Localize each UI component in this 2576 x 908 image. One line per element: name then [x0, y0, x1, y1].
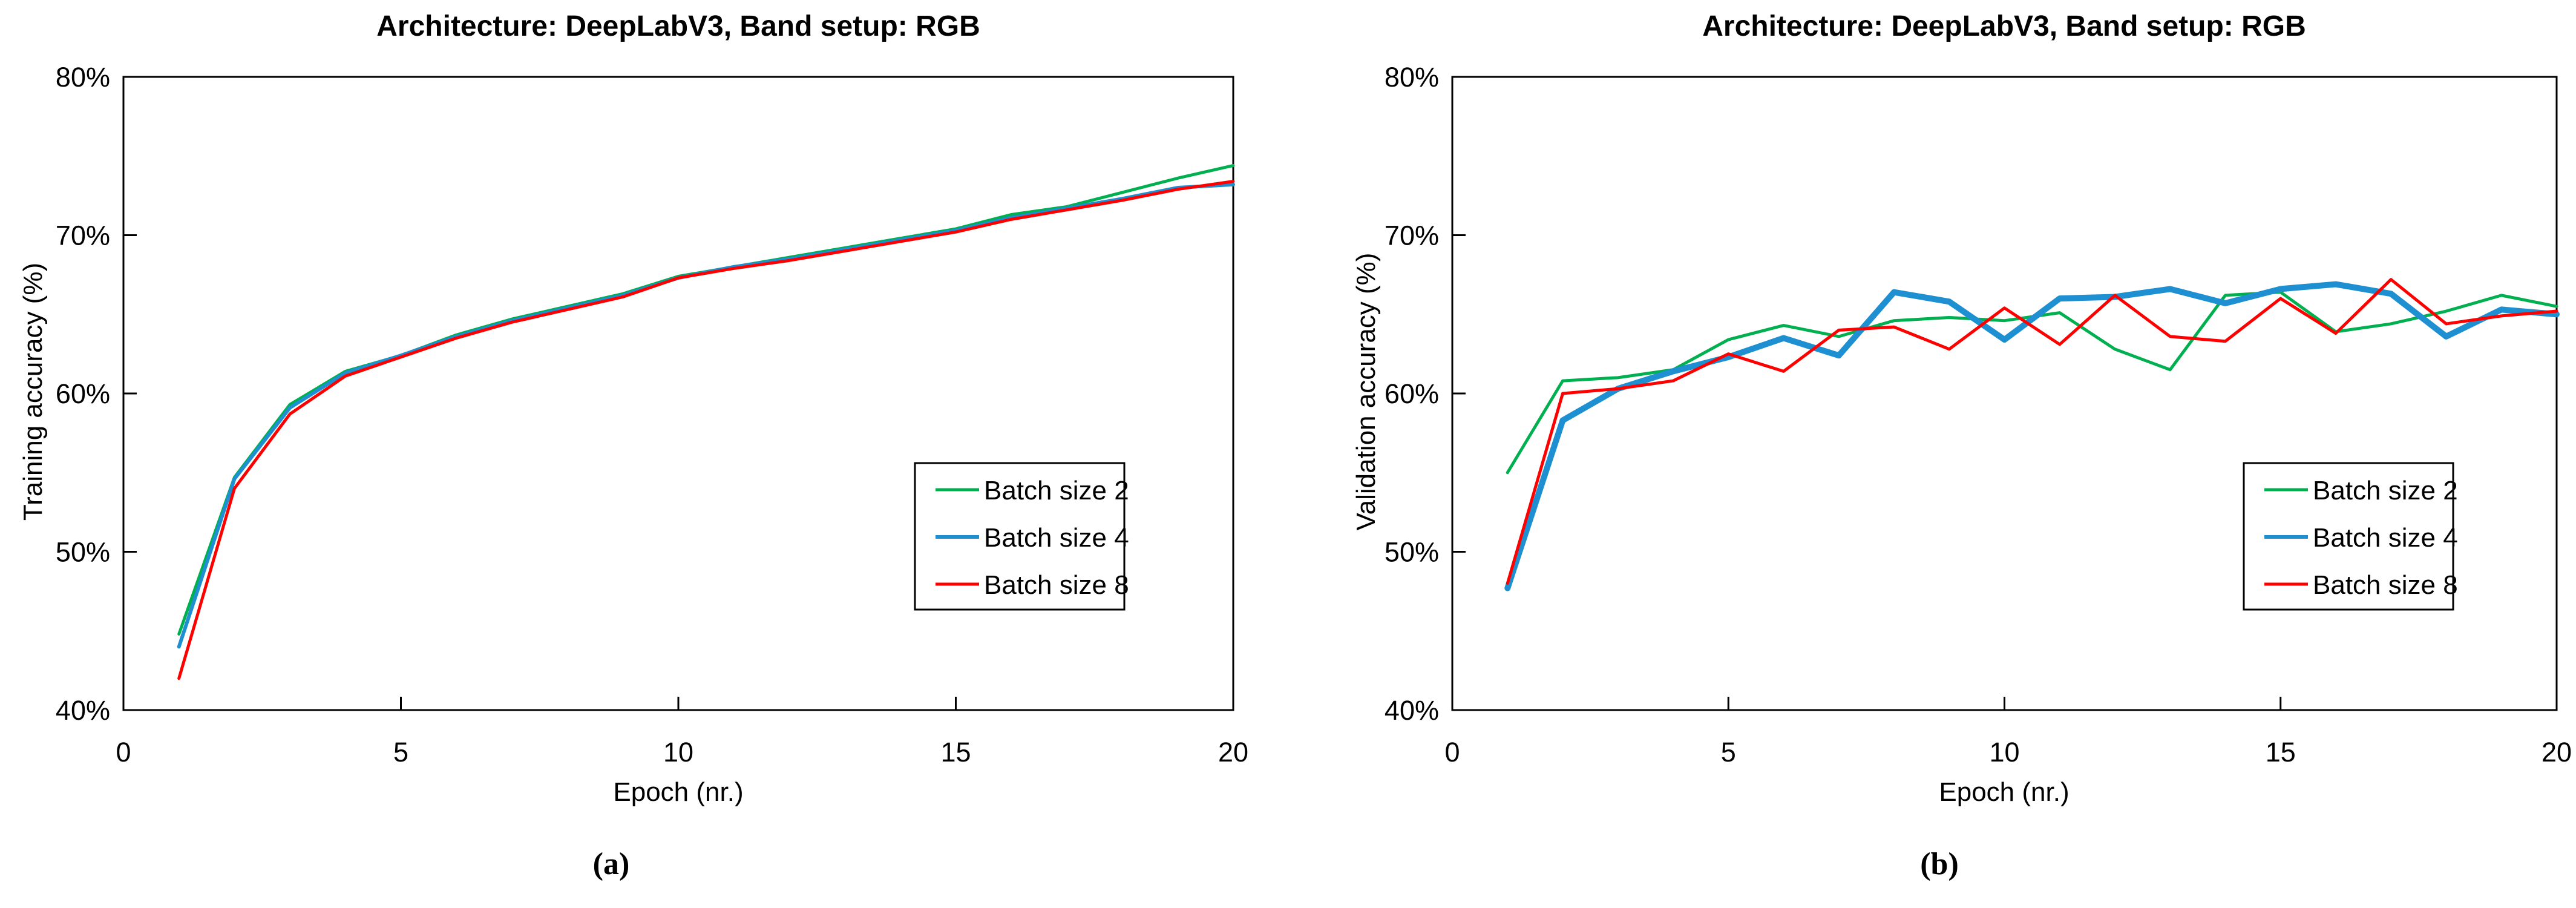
x-tick-label: 5	[1721, 737, 1736, 768]
x-tick-label: 0	[116, 737, 131, 768]
x-axis-title-a: Epoch (nr.)	[613, 777, 744, 807]
y-tick-label: 50%	[56, 537, 110, 568]
x-tick-label: 20	[2542, 737, 2572, 768]
chart-title-a: Architecture: DeepLabV3, Band setup: RGB	[376, 10, 980, 42]
validation-accuracy-chart: 40% 50% 60% 70% 80% 0 5 10 15 20 Batch size 2 Batch…	[1385, 62, 2572, 768]
series-line-batch-size-4	[1504, 281, 2560, 591]
y-tick-label: 40%	[56, 695, 110, 726]
x-tick-label: 10	[1989, 737, 2019, 768]
series-line-batch-size-8	[177, 180, 1235, 680]
chart-panel-a: Architecture: DeepLabV3, Band setup: RGB…	[18, 10, 1248, 881]
y-tick-label: 70%	[56, 220, 110, 251]
x-tick-label: 15	[2266, 737, 2296, 768]
y-tick-label: 40%	[1385, 695, 1439, 726]
chart-title-b: Architecture: DeepLabV3, Band setup: RGB	[1702, 10, 2306, 42]
legend-label-2: Batch size 4	[984, 523, 1129, 553]
y-tick-label: 70%	[1385, 220, 1439, 251]
x-axis-title-b: Epoch (nr.)	[1939, 777, 2070, 807]
x-tick-label: 0	[1444, 737, 1460, 768]
legend-label-2: Batch size 4	[2313, 523, 2458, 553]
series-line-batch-size-8	[1506, 278, 2558, 585]
legend-label-1: Batch size 2	[984, 476, 1129, 505]
plot-border	[1451, 76, 2558, 711]
y-tick-label: 60%	[1385, 378, 1439, 409]
y-tick-label: 80%	[56, 62, 110, 93]
y-tick-label: 60%	[56, 378, 110, 409]
legend-label-1: Batch size 2	[2313, 476, 2458, 505]
plot-border	[122, 76, 1234, 711]
x-tick-label: 15	[940, 737, 971, 768]
training-accuracy-chart: 40% 50% 60% 70% 80% 0 5 10 15 20 Batch size 2 Batch…	[56, 62, 1248, 768]
x-tick-label: 20	[1218, 737, 1248, 768]
y-tick-label: 80%	[1385, 62, 1439, 93]
panel-label-b: (b)	[1920, 847, 1959, 881]
legend-label-3: Batch size 8	[984, 570, 1129, 600]
y-tick-label: 50%	[1385, 537, 1439, 568]
x-tick-label: 10	[663, 737, 693, 768]
chart-panel-b: Architecture: DeepLabV3, Band setup: RGB…	[1288, 0, 2576, 908]
panel-label-a: (a)	[592, 847, 630, 881]
legend-label-3: Batch size 8	[2313, 570, 2458, 600]
x-tick-label: 5	[393, 737, 408, 768]
